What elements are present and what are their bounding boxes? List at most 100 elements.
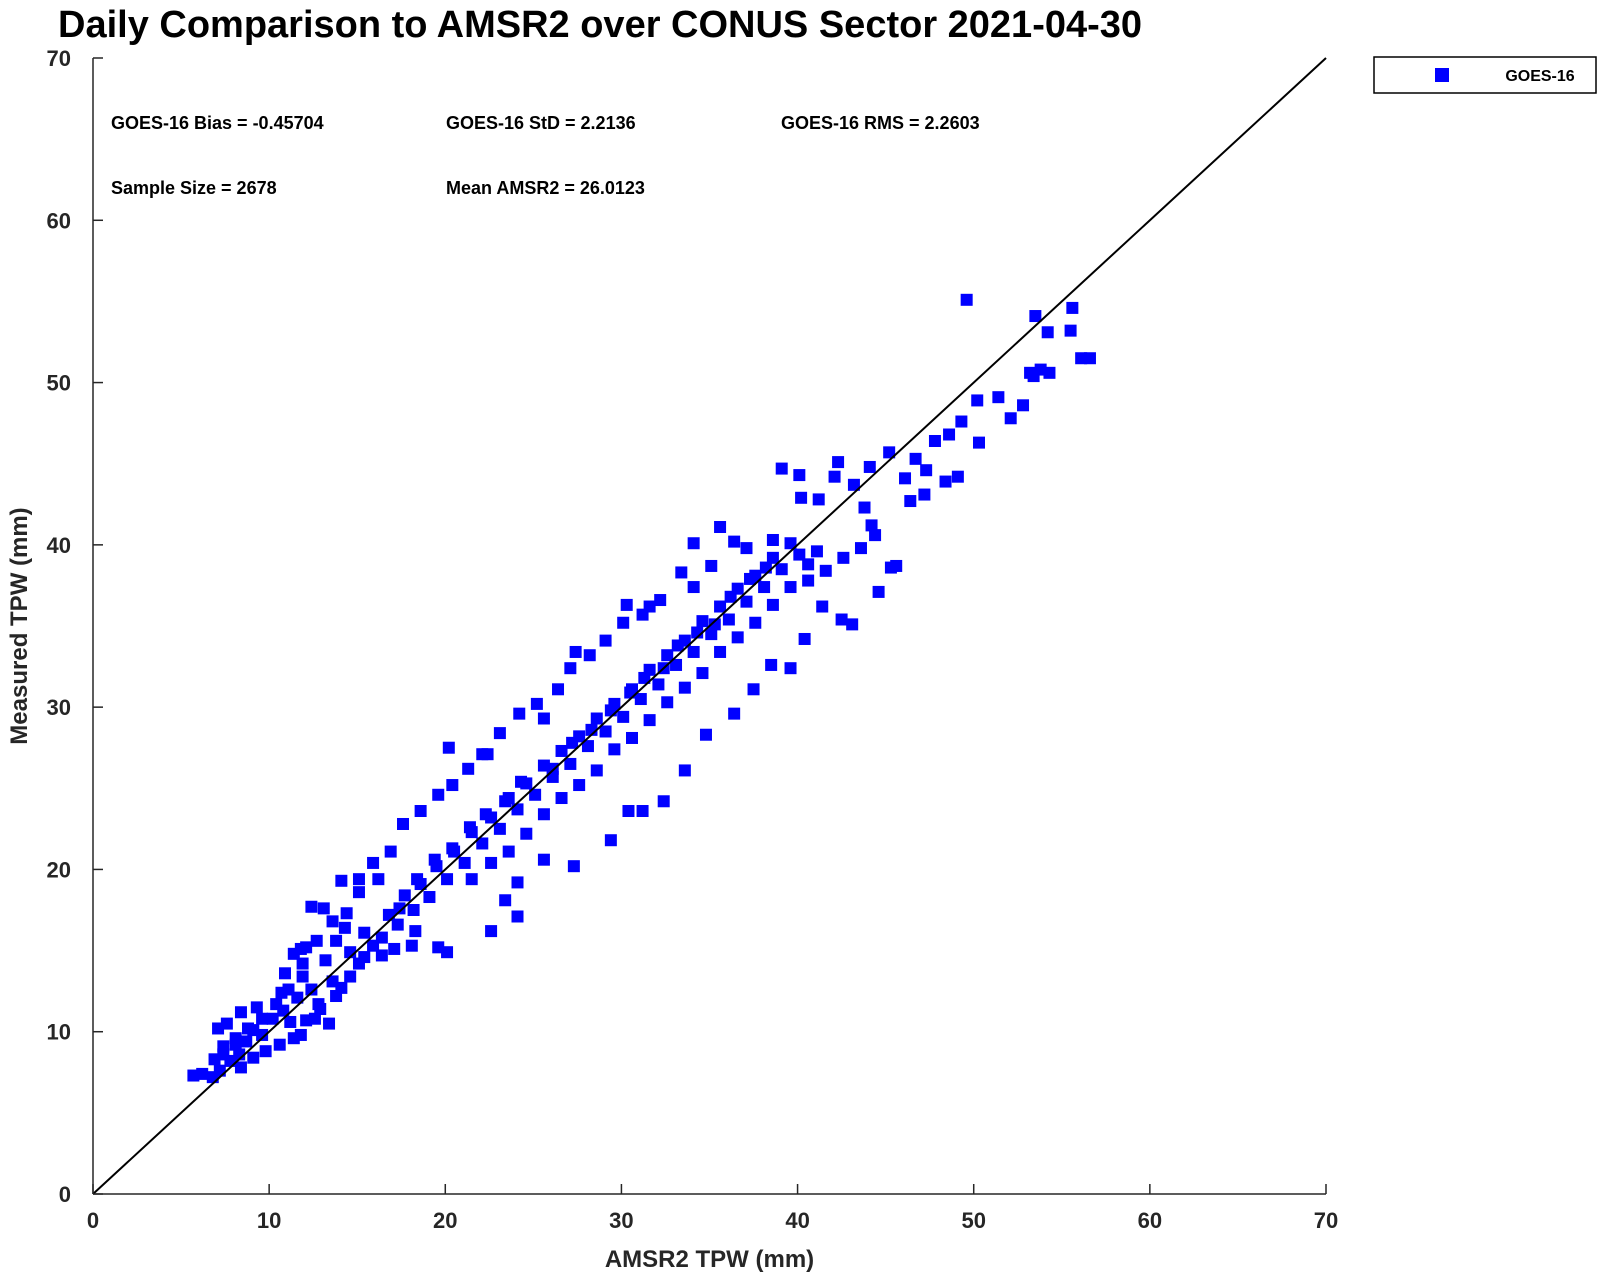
data-point	[951, 470, 964, 483]
data-point	[670, 658, 683, 671]
data-point	[810, 545, 823, 558]
data-point	[566, 736, 579, 749]
data-point	[278, 967, 291, 980]
data-point	[740, 595, 753, 608]
data-point	[634, 693, 647, 706]
data-point	[234, 1061, 247, 1074]
data-point	[699, 728, 712, 741]
data-point	[722, 613, 735, 626]
data-point	[652, 678, 665, 691]
data-point	[530, 697, 543, 710]
data-point	[294, 942, 307, 955]
data-point	[358, 951, 371, 964]
data-point	[314, 1002, 327, 1015]
data-point	[1066, 301, 1079, 314]
x-tick-label: 30	[609, 1208, 633, 1233]
data-point	[714, 521, 727, 534]
data-point	[744, 572, 757, 585]
data-point	[819, 564, 832, 577]
data-point	[847, 478, 860, 491]
data-point	[992, 391, 1005, 404]
data-point	[338, 921, 351, 934]
data-point	[481, 748, 494, 761]
data-point	[432, 788, 445, 801]
data-point	[636, 608, 649, 621]
data-point	[511, 876, 524, 889]
data-point	[398, 889, 411, 902]
data-point	[971, 394, 984, 407]
data-point	[696, 615, 709, 628]
data-point	[1064, 324, 1077, 337]
data-point	[573, 779, 586, 792]
data-point	[740, 542, 753, 555]
data-point	[583, 649, 596, 662]
y-tick-label: 70	[47, 46, 71, 71]
axes	[92, 58, 1326, 1195]
data-point	[955, 415, 968, 428]
data-point	[330, 934, 343, 947]
data-point	[705, 559, 718, 572]
data-point	[604, 704, 617, 717]
data-point	[428, 853, 441, 866]
data-point	[1083, 352, 1096, 365]
data-point	[499, 795, 512, 808]
data-point	[423, 891, 436, 904]
data-point	[212, 1022, 225, 1035]
data-point	[296, 957, 309, 970]
data-point	[305, 900, 318, 913]
data-point	[758, 581, 771, 594]
data-point	[217, 1048, 230, 1061]
data-point	[802, 558, 815, 571]
data-point	[798, 632, 811, 645]
data-point	[696, 667, 709, 680]
data-point	[972, 436, 985, 449]
data-point	[590, 712, 603, 725]
data-point	[617, 710, 630, 723]
data-point	[705, 628, 718, 641]
data-point	[904, 495, 917, 508]
legend-box	[1373, 56, 1597, 94]
x-tick-label: 40	[785, 1208, 809, 1233]
data-point	[375, 949, 388, 962]
data-point	[520, 827, 533, 840]
data-point	[643, 714, 656, 727]
data-point	[344, 970, 357, 983]
chart-title: Daily Comparison to AMSR2 over CONUS Sec…	[58, 4, 1143, 46]
legend-entry-goes-16: GOES-16	[1505, 68, 1574, 85]
data-point	[330, 990, 343, 1003]
data-point	[414, 805, 427, 818]
data-point	[675, 566, 688, 579]
data-point	[372, 873, 385, 886]
data-point	[305, 983, 318, 996]
data-point	[749, 616, 762, 629]
data-point	[287, 1032, 300, 1045]
data-point	[409, 925, 422, 938]
data-point	[869, 529, 882, 542]
data-point	[266, 1012, 279, 1025]
data-point	[242, 1022, 255, 1035]
data-point	[335, 874, 348, 887]
statistics-annotations: GOES-16 Bias = -0.45704 GOES-16 StD = 2.2…	[111, 113, 980, 198]
data-point	[463, 821, 476, 834]
data-point	[687, 645, 700, 658]
data-point	[485, 925, 498, 938]
data-point	[865, 519, 878, 532]
data-point	[590, 764, 603, 777]
data-point	[499, 894, 512, 907]
data-point	[1029, 310, 1042, 323]
data-point	[708, 618, 721, 631]
data-point	[784, 662, 797, 675]
data-point	[638, 671, 651, 684]
tick-labels: 0 10 20 30 40 50 60 70 0 10 20 30 40 50 60 70	[47, 46, 1339, 1233]
data-point	[883, 446, 896, 459]
data-point	[828, 470, 841, 483]
data-point	[636, 805, 649, 818]
data-point	[247, 1051, 260, 1064]
data-point	[724, 590, 737, 603]
data-point	[671, 639, 684, 652]
data-point	[837, 551, 850, 564]
data-point	[622, 805, 635, 818]
data-point	[775, 563, 788, 576]
data-point	[259, 1045, 272, 1058]
data-point	[196, 1067, 209, 1080]
